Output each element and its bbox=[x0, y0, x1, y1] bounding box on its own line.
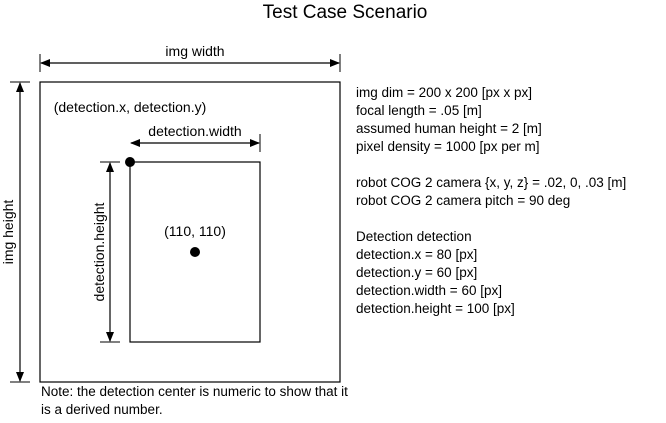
img-height-label: img height bbox=[0, 200, 16, 265]
info-line-camera-pitch: robot COG 2 camera pitch = 90 deg bbox=[356, 193, 571, 208]
info-line-focal-length: focal length = .05 [m] bbox=[356, 103, 482, 118]
info-line-camera-offset: robot COG 2 camera {x, y, z} = .02, 0, .… bbox=[356, 175, 627, 190]
info-line-detection-x: detection.x = 80 [px] bbox=[356, 247, 478, 262]
detection-height-label: detection.height bbox=[91, 202, 107, 301]
info-line-detection-height: detection.height = 100 [px] bbox=[356, 301, 515, 316]
info-line-human-height: assumed human height = 2 [m] bbox=[356, 121, 542, 136]
img-width-label: img width bbox=[165, 43, 224, 59]
detection-center-point bbox=[190, 247, 200, 257]
detection-width-label: detection.width bbox=[148, 123, 241, 139]
scenario-info-panel: img dim = 200 x 200 [px x px] focal leng… bbox=[356, 84, 626, 318]
info-line-detection-heading: Detection detection bbox=[356, 229, 472, 244]
info-line-detection-width: detection.width = 60 [px] bbox=[356, 283, 502, 298]
info-spacer bbox=[356, 210, 626, 228]
info-line-pixel-density: pixel density = 1000 [px per m] bbox=[356, 139, 540, 154]
diagram-title: Test Case Scenario bbox=[263, 2, 428, 23]
diagram-note: Note: the detection center is numeric to… bbox=[41, 384, 348, 417]
info-line-img-dim: img dim = 200 x 200 [px x px] bbox=[356, 85, 532, 100]
info-line-detection-y: detection.y = 60 [px] bbox=[356, 265, 478, 280]
detection-box bbox=[129, 161, 261, 343]
info-spacer bbox=[356, 156, 626, 174]
image-frame bbox=[39, 81, 341, 383]
detection-center-label: (110, 110) bbox=[164, 223, 226, 239]
detection-origin-label: (detection.x, detection.y) bbox=[54, 99, 207, 115]
detection-origin-point bbox=[125, 157, 135, 167]
